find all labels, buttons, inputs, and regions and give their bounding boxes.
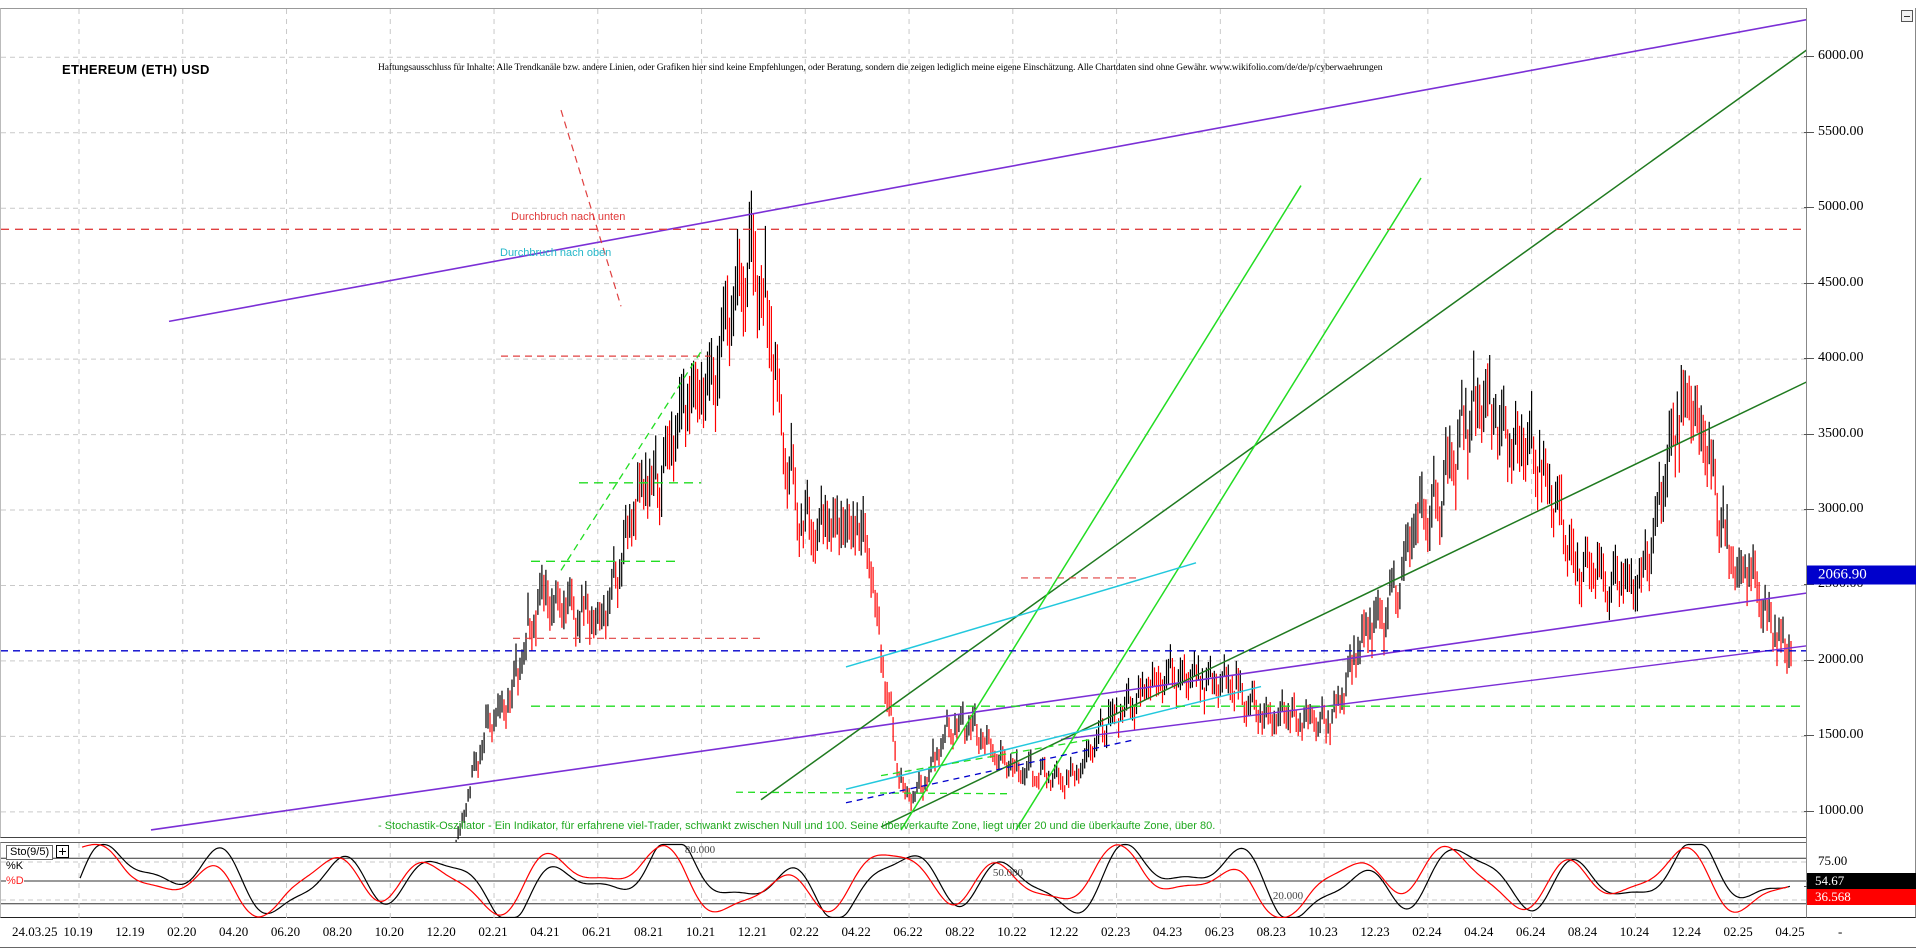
- tick-dash: [1804, 810, 1814, 812]
- stochastic-k-line: [79, 843, 1791, 919]
- indicator-d-label: %D: [6, 875, 24, 887]
- indicator-level-label: 50.000: [992, 867, 1024, 879]
- annotation-breakout-up: Durchbruch nach oben: [500, 247, 612, 259]
- time-tick-label: 04.21: [530, 924, 560, 939]
- time-tick-label: 08.21: [634, 924, 664, 939]
- time-tick-label: 04.20: [219, 924, 249, 939]
- annotation-stochastic-note: - Stochastik-Oszillator - Ein Indikator,…: [378, 820, 1216, 832]
- time-tick-label: 04.22: [841, 924, 871, 939]
- time-tick-label: 02.24: [1412, 924, 1442, 939]
- time-tick-label: 06.20: [270, 924, 301, 939]
- time-tick-label: 02.23: [1100, 924, 1131, 939]
- purple-lower-trendline: [150, 592, 1808, 831]
- time-tick-label: 12.19: [115, 924, 145, 939]
- price-tick-label: 3500.00: [1804, 426, 1864, 442]
- time-tick-label: 04.24: [1464, 924, 1494, 939]
- green-diagonal-1: [560, 351, 702, 571]
- time-tick-label: 10.19: [63, 924, 93, 939]
- price-tick-label: 5500.00: [1804, 124, 1864, 140]
- tick-dash: [1804, 358, 1814, 360]
- tick-dash: [1804, 509, 1814, 511]
- time-tick-label: 06.24: [1515, 924, 1546, 939]
- price-tick-label: 4000.00: [1804, 350, 1864, 366]
- tick-dash: [1804, 584, 1814, 586]
- indicator-tick-label: 75.00: [1818, 853, 1848, 868]
- tick-dash: [1804, 131, 1814, 133]
- bright-green-upper-trendline: [900, 185, 1302, 831]
- stochastic-d-line: [81, 843, 1789, 919]
- dark-green-lower-trendline: [880, 381, 1808, 828]
- expand-indicator-icon[interactable]: [56, 845, 69, 858]
- tick-dash: [1804, 659, 1814, 661]
- minimize-icon[interactable]: [1901, 10, 1913, 22]
- indicator-k-label: %K: [6, 860, 24, 872]
- indicator-name-label[interactable]: Sto(9/5): [6, 845, 54, 860]
- price-plot-area: [1, 9, 1808, 945]
- time-tick-label: 10.24: [1619, 924, 1649, 939]
- time-tick-label: 06.22: [893, 924, 923, 939]
- price-axis[interactable]: [1806, 8, 1916, 918]
- stochastic-indicator-panel[interactable]: [0, 842, 1807, 919]
- time-tick-label: 12.22: [1049, 924, 1079, 939]
- tick-dash: [1804, 433, 1814, 435]
- time-tick-label: 02.20: [167, 924, 197, 939]
- tick-dash: [1804, 735, 1814, 737]
- time-tick-label: 02.21: [478, 924, 508, 939]
- indicator-k-value-badge: 54.67: [1807, 873, 1916, 889]
- price-tick-label: 1500.00: [1804, 727, 1864, 743]
- time-tick-label: 08.24: [1567, 924, 1598, 939]
- price-tick-label: 4500.00: [1804, 275, 1864, 291]
- cyan-lower-trendline: [845, 685, 1262, 790]
- time-axis[interactable]: [0, 918, 1916, 948]
- purple-upper-trendline: [168, 18, 1808, 323]
- price-tick-label: 6000.00: [1804, 48, 1864, 64]
- time-tick-label: 08.20: [322, 924, 353, 939]
- price-tick-label: 3000.00: [1804, 501, 1864, 517]
- time-tick-label: 04.23: [1152, 924, 1183, 939]
- time-tick-label: 08.22: [945, 924, 975, 939]
- indicator-level-label: 20.000: [1272, 889, 1304, 902]
- time-tick-label: 10.20: [374, 924, 404, 939]
- time-tick-label: 12.24: [1671, 924, 1701, 939]
- price-chart-panel[interactable]: [0, 8, 1808, 945]
- time-tick-label: 10.23: [1308, 924, 1338, 939]
- disclaimer-text: Haftungsausschluss für Inhalte: Alle Tre…: [378, 63, 1383, 73]
- tick-dash: [1804, 207, 1814, 209]
- indicator-d-value-badge: 36.568: [1807, 889, 1916, 905]
- purple-mid-trendline: [1060, 645, 1808, 741]
- time-tick-label: 10.22: [997, 924, 1027, 939]
- tick-dash: [1804, 282, 1814, 284]
- tick-dash: [1804, 56, 1814, 58]
- annotation-breakout-down: Durchbruch nach unten: [511, 211, 626, 223]
- blue-diagonal: [845, 738, 1137, 804]
- indicator-level-label: 80.000: [684, 844, 716, 857]
- green-diagonal-2: [880, 738, 1092, 777]
- stochastic-plot-area: [1, 843, 1807, 919]
- time-tick-label: 08.23: [1256, 924, 1286, 939]
- time-tick-label: 12.20: [426, 924, 456, 939]
- time-tick-label: 06.21: [582, 924, 612, 939]
- dark-green-upper-trendline: [760, 49, 1808, 801]
- page-title: ETHEREUM (ETH) USD: [62, 62, 210, 77]
- time-tick-label: 04.25: [1775, 924, 1805, 939]
- current-price-badge: 2066.90: [1807, 565, 1916, 585]
- time-tick-label: 06.23: [1204, 924, 1234, 939]
- price-tick-label: 1000.00: [1804, 803, 1864, 819]
- green-diagonal-3: [735, 791, 1012, 795]
- time-tick-label: 02.22: [789, 924, 819, 939]
- time-tick-label: 10.21: [685, 924, 716, 939]
- price-tick-label: 2000.00: [1804, 652, 1864, 668]
- time-tick-label: 12.23: [1360, 924, 1390, 939]
- time-axis-end-dash: -: [1838, 924, 1843, 939]
- red-steep-trendline: [560, 109, 622, 307]
- price-tick-label: 5000.00: [1804, 199, 1864, 215]
- time-tick-label: 02.25: [1723, 924, 1753, 939]
- time-tick-label: 12.21: [737, 924, 768, 939]
- time-range-start-label: 24.03.25: [12, 924, 58, 939]
- bright-green-lower-trendline: [1015, 177, 1422, 831]
- cyan-upper-trendline: [845, 562, 1197, 668]
